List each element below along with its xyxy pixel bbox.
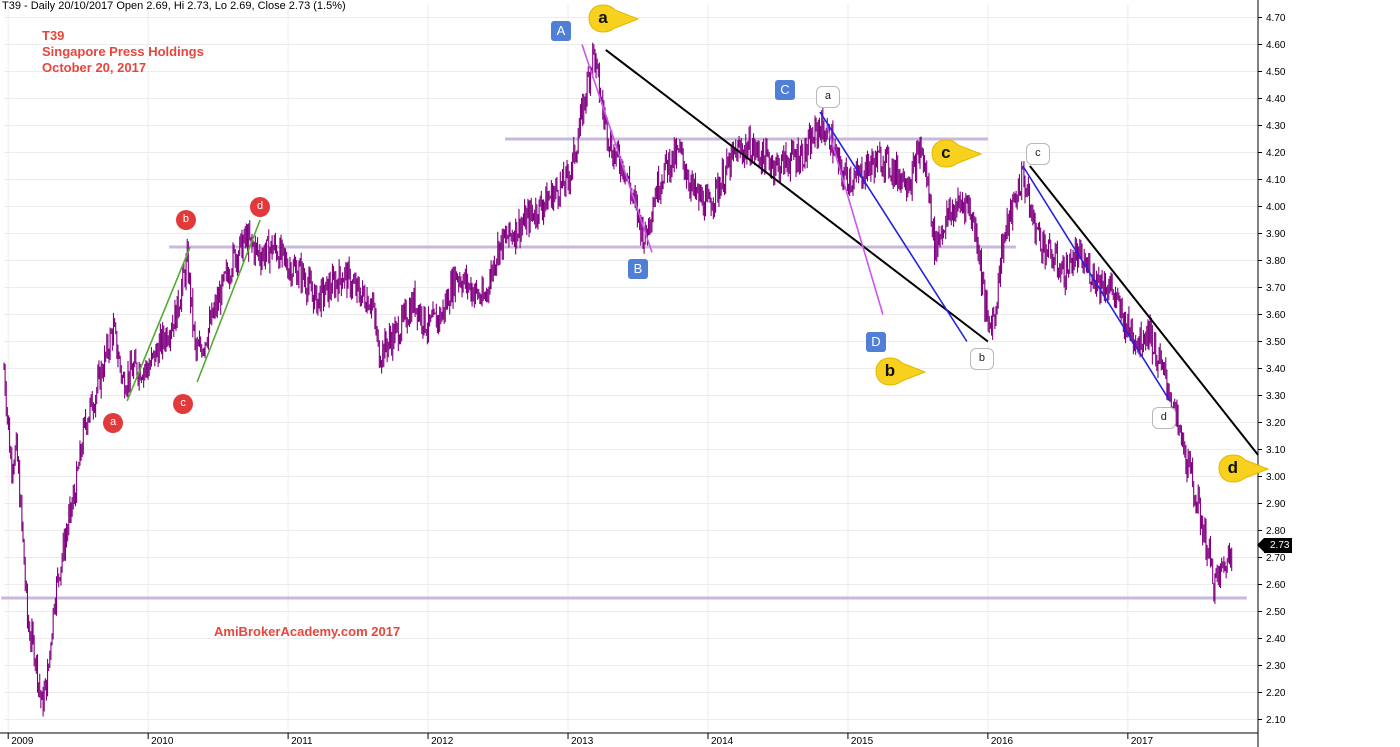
company-label: Singapore Press Holdings [42,44,204,59]
y-tick-label: 2.60 [1266,580,1286,591]
wave-label-box: D [865,331,886,352]
watermark-text: AmiBrokerAcademy.com 2017 [214,624,401,639]
x-tick-label: 2014 [711,736,734,747]
bubble-text: a [598,7,608,27]
wave-label-box: C [774,80,795,101]
y-tick-label: 2.30 [1266,661,1286,672]
last-price-tag: 2.73 [1256,538,1293,553]
chart-grid [4,4,1258,733]
y-tick-label: 4.30 [1266,121,1286,132]
x-tick-label: 2015 [851,736,874,747]
wave-label-white: b [969,347,994,370]
y-tick-label: 3.70 [1266,283,1286,294]
bubble-text: d [1227,458,1238,478]
x-tick-label: 2012 [431,736,454,747]
y-tick-label: 4.50 [1266,67,1286,78]
title-block: T39 Singapore Press Holdings October 20,… [42,28,204,76]
date-label: October 20, 2017 [42,60,147,75]
bubble-shape [875,357,927,386]
y-tick-label: 4.60 [1266,40,1286,51]
y-tick-label: 4.20 [1266,148,1286,159]
x-tick-label: 2013 [571,736,594,747]
trend-line [581,44,653,253]
y-tick-label: 3.00 [1266,472,1286,483]
wave-label-dot: a [103,412,124,433]
bubble-text: c [941,142,951,162]
price-bars [3,42,1233,717]
y-tick-label: 3.50 [1266,337,1286,348]
y-tick-label: 4.10 [1266,175,1286,186]
wave-label-white: a [815,85,840,108]
y-tick-label: 3.90 [1266,229,1286,240]
trend-line [196,219,261,383]
wave-label-bubble: b [875,357,927,387]
bubble-shape [931,138,983,168]
y-tick-label: 2.10 [1266,715,1286,726]
y-tick-label: 2.90 [1266,499,1286,510]
y-tick-label: 2.80 [1266,526,1286,537]
wave-label-dot: d [250,196,271,217]
y-tick-label: 3.20 [1266,418,1286,429]
trend-line [605,49,989,343]
support-resistance-lines [1,137,1247,600]
y-tick-label: 2.20 [1266,688,1286,699]
y-tick-label: 4.40 [1266,94,1286,105]
y-axis: 2.10 2.20 2.30 2.40 2.50 2.60 2.70 2.80 2.90 3.00… [1257,0,1286,747]
y-tick-label: 3.10 [1266,445,1286,456]
wave-label-white: d [1151,407,1176,430]
y-tick-label: 3.40 [1266,364,1286,375]
y-tick-label: 3.60 [1266,310,1286,321]
wave-label-bubble: a [588,3,640,34]
y-tick-label: 3.80 [1266,256,1286,267]
x-tick-label: 2009 [11,736,34,747]
wave-label-white: c [1025,142,1050,165]
wave-label-bubble: d [1218,454,1270,484]
bubble-text: b [884,361,896,381]
y-tick-label: 4.70 [1266,13,1286,24]
y-tick-label: 2.70 [1266,553,1286,564]
y-tick-label: 2.50 [1266,607,1286,618]
chart-header: T39 - Daily 20/10/2017 Open 2.69, Hi 2.7… [2,0,346,12]
trend-line [126,246,191,402]
y-tick-label: 2.40 [1266,634,1286,645]
x-tick-label: 2017 [1131,736,1154,747]
x-tick-label: 2010 [151,736,174,747]
wave-label-bubble: c [931,138,983,169]
trend-lines [126,44,1259,456]
symbol-label: T39 [42,28,65,43]
trend-line [826,125,884,315]
x-axis: 2009 2010 2011 2012 2013 2014 2015 2016 2017 [0,732,1258,747]
bubble-shape [1218,454,1270,483]
wave-label-dot: c [173,393,194,414]
wave-label-box: B [627,258,648,279]
x-tick-label: 2016 [991,736,1014,747]
bubble-shape [588,3,640,33]
y-tick-label: 4.00 [1266,202,1286,213]
wave-label-box: A [551,21,572,41]
trend-line [819,111,968,342]
y-tick-label: 3.30 [1266,391,1286,402]
wave-label-dot: b [175,210,196,230]
trend-line [1029,165,1259,456]
trend-line [1022,165,1171,402]
x-tick-label: 2011 [291,736,313,747]
